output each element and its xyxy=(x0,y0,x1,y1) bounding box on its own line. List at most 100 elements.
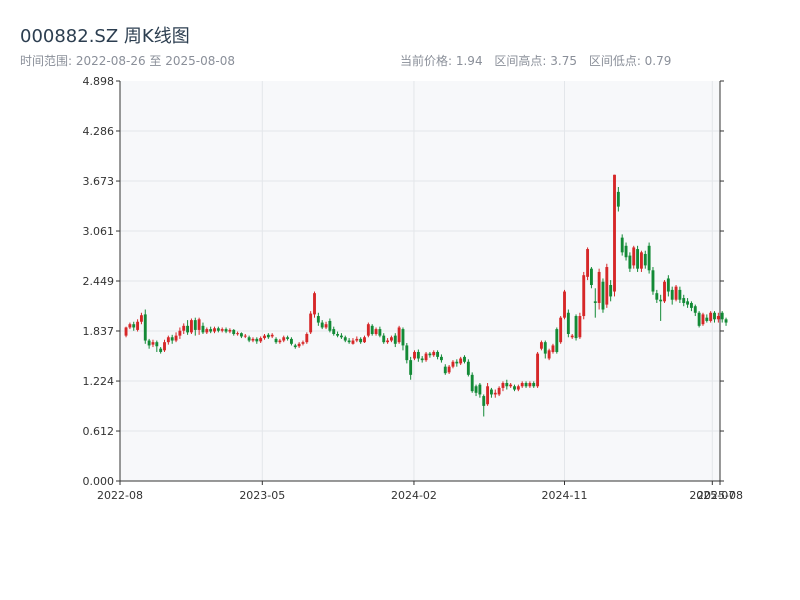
candle-body xyxy=(443,366,447,374)
candle-body xyxy=(459,358,463,364)
candle-body xyxy=(132,324,136,328)
candle xyxy=(239,332,243,339)
candle xyxy=(359,337,363,344)
candle xyxy=(409,356,413,380)
candle-body xyxy=(313,293,316,315)
candle xyxy=(693,304,697,317)
candle xyxy=(216,326,220,333)
candle-body xyxy=(455,361,459,364)
candle-body xyxy=(516,386,520,390)
candle-body xyxy=(263,335,266,339)
candle xyxy=(463,355,466,364)
candle xyxy=(720,311,724,323)
candle xyxy=(247,335,251,343)
candle xyxy=(574,314,578,341)
current-price-label: 当前价格: 1.94 xyxy=(400,54,483,68)
candle xyxy=(709,311,713,323)
y-tick-label: 0.000 xyxy=(83,475,115,488)
candle xyxy=(643,250,647,269)
candle-body xyxy=(439,356,443,361)
candle xyxy=(528,381,532,388)
candle xyxy=(186,320,190,335)
candle-body xyxy=(128,324,132,328)
chart-title: 000882.SZ 周K线图 xyxy=(20,26,190,47)
y-tick-label: 0.612 xyxy=(83,425,115,438)
candle xyxy=(493,389,497,398)
candle-body xyxy=(616,191,620,207)
candle xyxy=(263,334,266,340)
candle-body xyxy=(663,281,666,302)
candle xyxy=(520,381,524,388)
candle-body xyxy=(274,338,278,343)
candle-body xyxy=(259,338,263,342)
candle-body xyxy=(359,338,363,343)
candle-body xyxy=(386,340,390,343)
candle xyxy=(205,327,209,335)
candle xyxy=(697,311,701,328)
candle-body xyxy=(655,293,659,300)
candle-body xyxy=(624,245,628,258)
candle-body xyxy=(609,285,613,297)
candle-body xyxy=(643,253,647,266)
candle-body xyxy=(339,335,343,338)
candle xyxy=(466,359,470,377)
y-tick-label: 1.224 xyxy=(83,375,115,388)
candle-body xyxy=(574,316,578,339)
candle-body xyxy=(397,327,401,343)
candle-body xyxy=(474,386,478,393)
candle-body xyxy=(347,340,351,343)
candle xyxy=(309,311,313,335)
candle-body xyxy=(593,301,597,303)
y-tick-label: 2.449 xyxy=(83,275,115,288)
candle xyxy=(224,327,228,334)
candle xyxy=(313,291,316,318)
candle-body xyxy=(547,350,551,359)
candle xyxy=(324,321,328,330)
candle-body xyxy=(293,345,297,348)
candle-body xyxy=(170,337,174,341)
candle xyxy=(566,309,570,338)
candle-body xyxy=(178,330,182,336)
candle xyxy=(320,320,324,330)
candle xyxy=(655,289,659,303)
candle xyxy=(255,337,259,344)
candle xyxy=(301,340,305,346)
candle xyxy=(213,326,216,334)
candle xyxy=(378,326,382,338)
candle-body xyxy=(382,335,386,343)
candle-body xyxy=(201,325,205,333)
candle xyxy=(143,309,147,344)
candle xyxy=(393,333,397,348)
candle xyxy=(447,365,451,375)
candle xyxy=(374,327,378,336)
candle-body xyxy=(155,342,159,347)
candle-body xyxy=(389,337,393,341)
candle xyxy=(132,321,136,331)
candle-body xyxy=(666,278,670,292)
candle xyxy=(539,340,543,351)
candle xyxy=(501,381,505,392)
candle xyxy=(209,326,213,334)
candle-body xyxy=(139,315,143,322)
candle-body xyxy=(289,338,293,344)
x-tick-label: 2025-07 xyxy=(689,489,735,502)
candle-body xyxy=(320,322,324,328)
candle-body xyxy=(332,329,336,335)
candle xyxy=(351,338,355,345)
candle xyxy=(232,329,236,336)
candle-body xyxy=(570,335,574,338)
candle-body xyxy=(189,320,193,333)
candle-body xyxy=(651,270,655,292)
candle-body xyxy=(213,328,216,332)
candle-body xyxy=(343,337,347,341)
candle xyxy=(405,342,409,364)
candle-body xyxy=(659,299,663,302)
axes: 0.000 0.612 1.224 1.837 2.449 3.061 3.673 4.286… xyxy=(83,75,743,502)
candle xyxy=(289,337,293,346)
candle-body xyxy=(543,342,547,354)
candle-body xyxy=(486,386,490,405)
candle xyxy=(686,298,690,308)
candle xyxy=(428,351,432,358)
candle xyxy=(636,245,640,272)
candle-body xyxy=(186,325,190,333)
